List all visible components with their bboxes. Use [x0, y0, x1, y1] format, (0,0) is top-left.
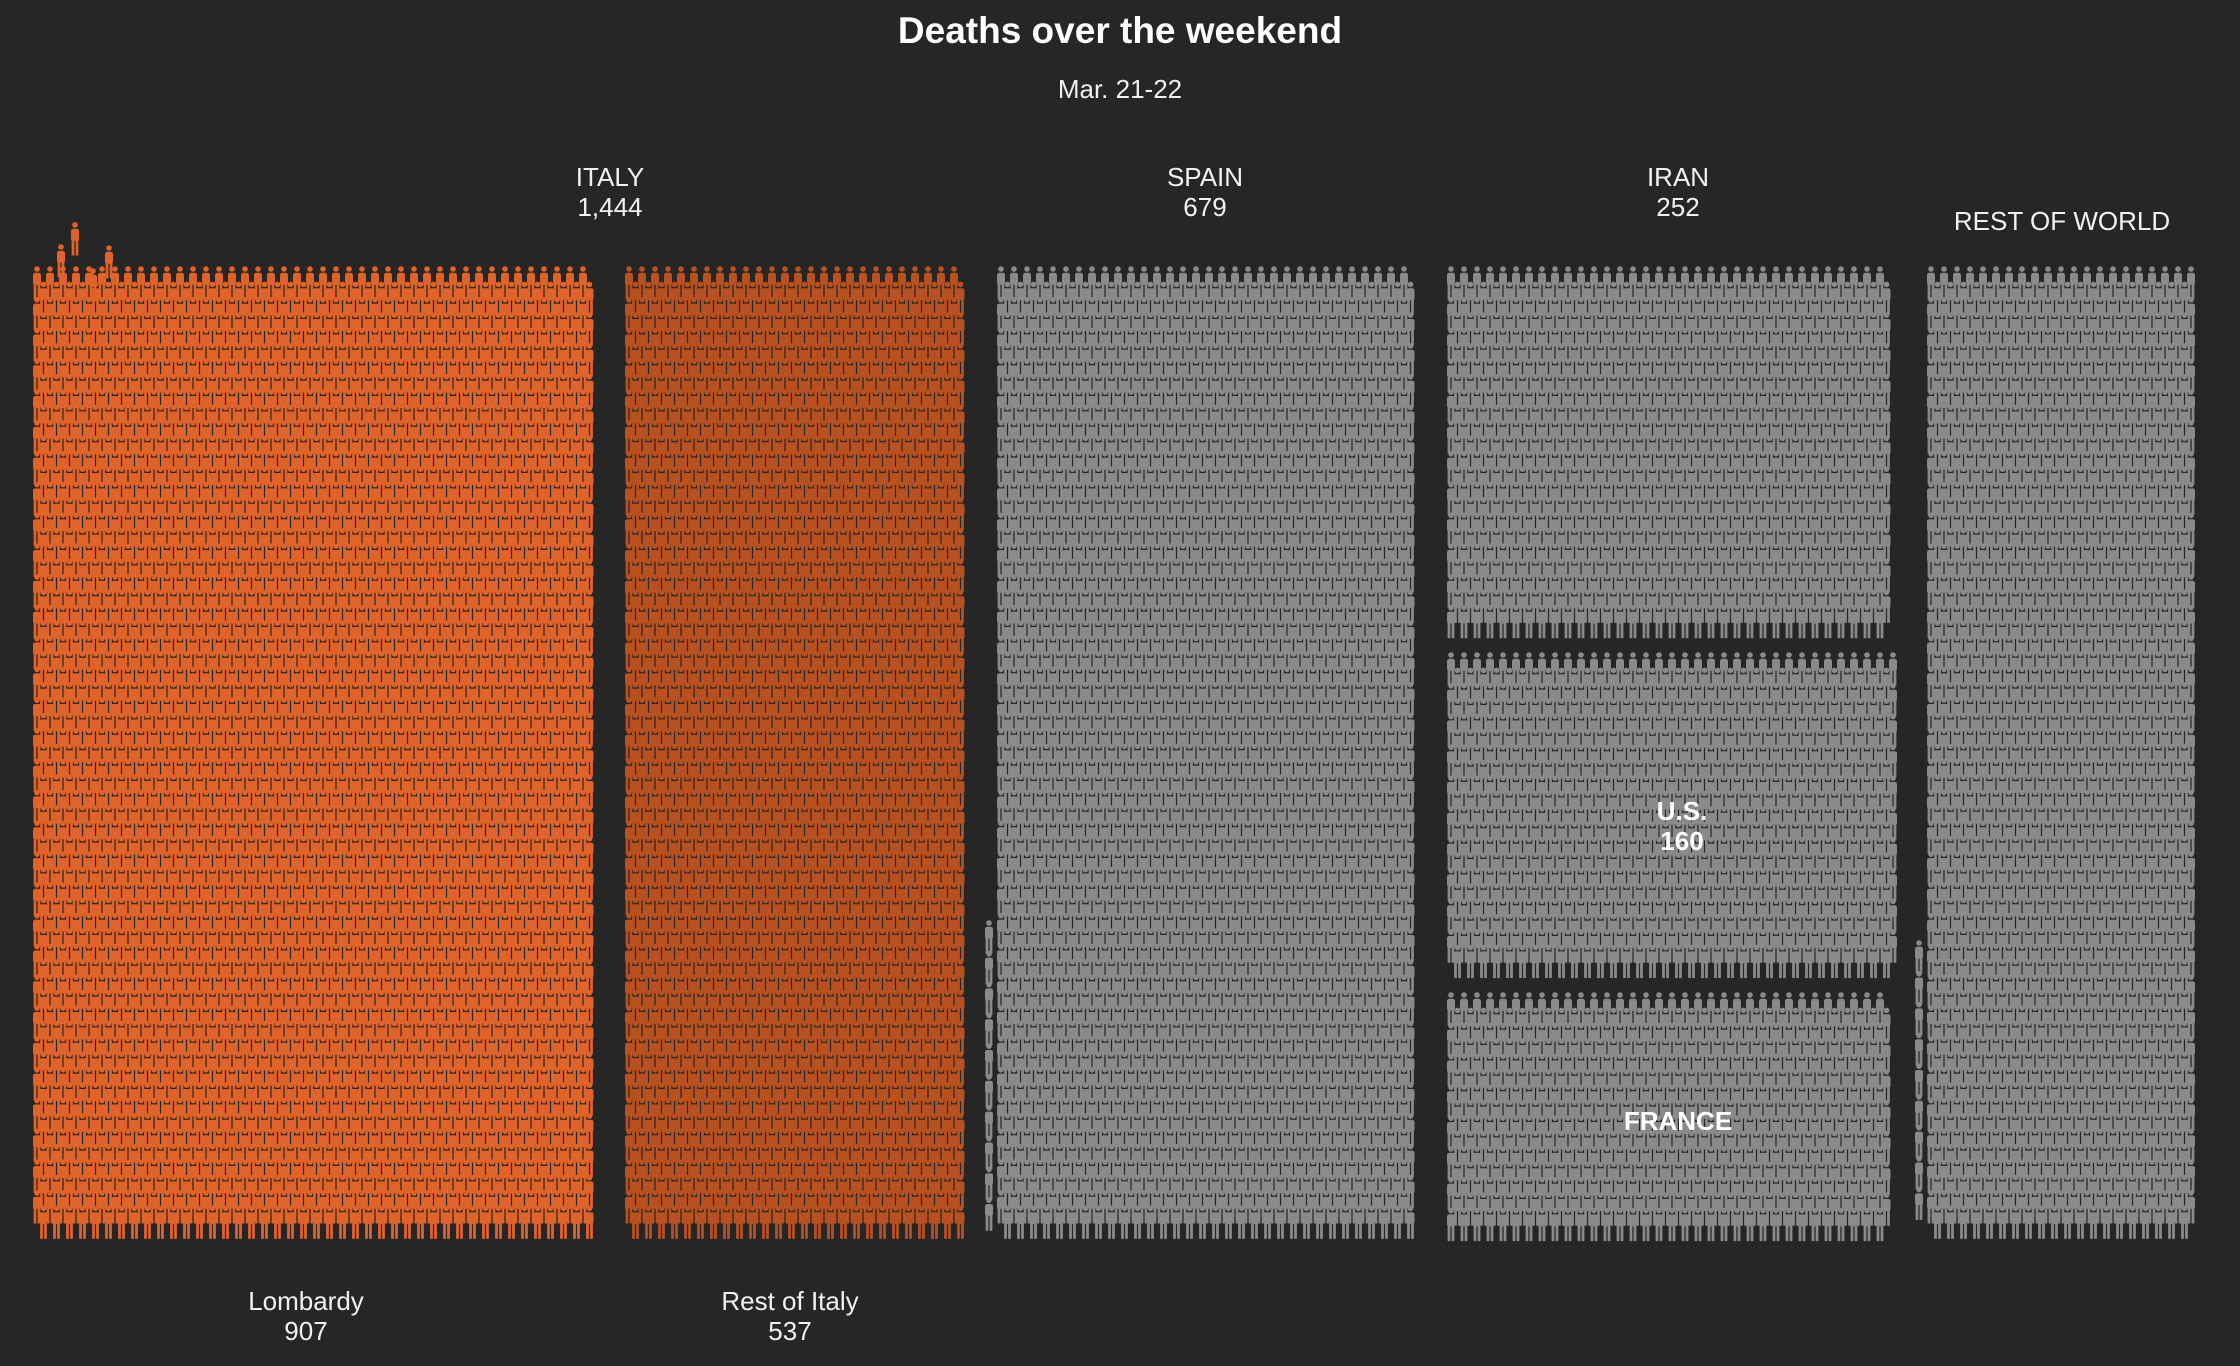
- lombardy-figure: [287, 1206, 295, 1239]
- lombardy-figure: [560, 1206, 568, 1239]
- lombardy-figure: [105, 245, 113, 278]
- lombardy-figure: [521, 1206, 529, 1239]
- lombardy-figure: [40, 1206, 48, 1239]
- lombardy-figures: [33, 266, 594, 1239]
- lombardy-figure: [573, 1206, 581, 1239]
- lombardy-figure: [105, 1206, 113, 1239]
- lombardy-figure: [469, 1206, 477, 1239]
- lombardy-figure: [586, 1206, 594, 1239]
- lombardy-figure: [417, 1206, 425, 1239]
- lombardy-figure: [170, 1206, 178, 1239]
- rest-of-italy-figures: [625, 266, 965, 1239]
- lombardy-figure: [118, 1206, 126, 1239]
- lombardy-figure: [365, 1206, 373, 1239]
- lombardy-figure: [300, 1206, 308, 1239]
- lombardy-figure: [482, 1206, 490, 1239]
- lombardy-figure: [404, 1206, 412, 1239]
- lombardy-figure: [71, 222, 79, 255]
- lombardy-figure: [209, 1206, 217, 1239]
- lombardy-figure: [339, 1206, 347, 1239]
- lombardy-figure: [443, 1206, 451, 1239]
- lombardy-figure: [261, 1206, 269, 1239]
- lombardy-figure: [157, 1206, 165, 1239]
- lombardy-figure: [456, 1206, 464, 1239]
- lombardy-figure: [534, 1206, 542, 1239]
- lombardy-figure: [391, 1206, 399, 1239]
- pictogram-figures: [33, 222, 2195, 1241]
- lombardy-figure: [430, 1206, 438, 1239]
- lombardy-figure: [66, 1206, 74, 1239]
- lombardy-figure: [248, 1206, 256, 1239]
- lombardy-figure: [313, 1206, 321, 1239]
- lombardy-figure: [495, 1206, 503, 1239]
- lombardy-figure: [131, 1206, 139, 1239]
- lombardy-figure: [53, 1206, 61, 1239]
- lombardy-figure: [352, 1206, 360, 1239]
- lombardy-figure: [57, 244, 65, 277]
- lombardy-figure: [547, 1206, 555, 1239]
- lombardy-figure: [222, 1206, 230, 1239]
- lombardy-figure: [235, 1206, 243, 1239]
- lombardy-figure: [79, 1206, 87, 1239]
- lombardy-figure: [144, 1206, 152, 1239]
- lombardy-figure: [378, 1206, 386, 1239]
- lombardy-figure: [183, 1206, 191, 1239]
- lombardy-figure: [508, 1206, 516, 1239]
- lombardy-figure: [92, 1206, 100, 1239]
- lombardy-figure: [196, 1206, 204, 1239]
- lombardy-figure: [274, 1206, 282, 1239]
- lombardy-figure: [326, 1206, 334, 1239]
